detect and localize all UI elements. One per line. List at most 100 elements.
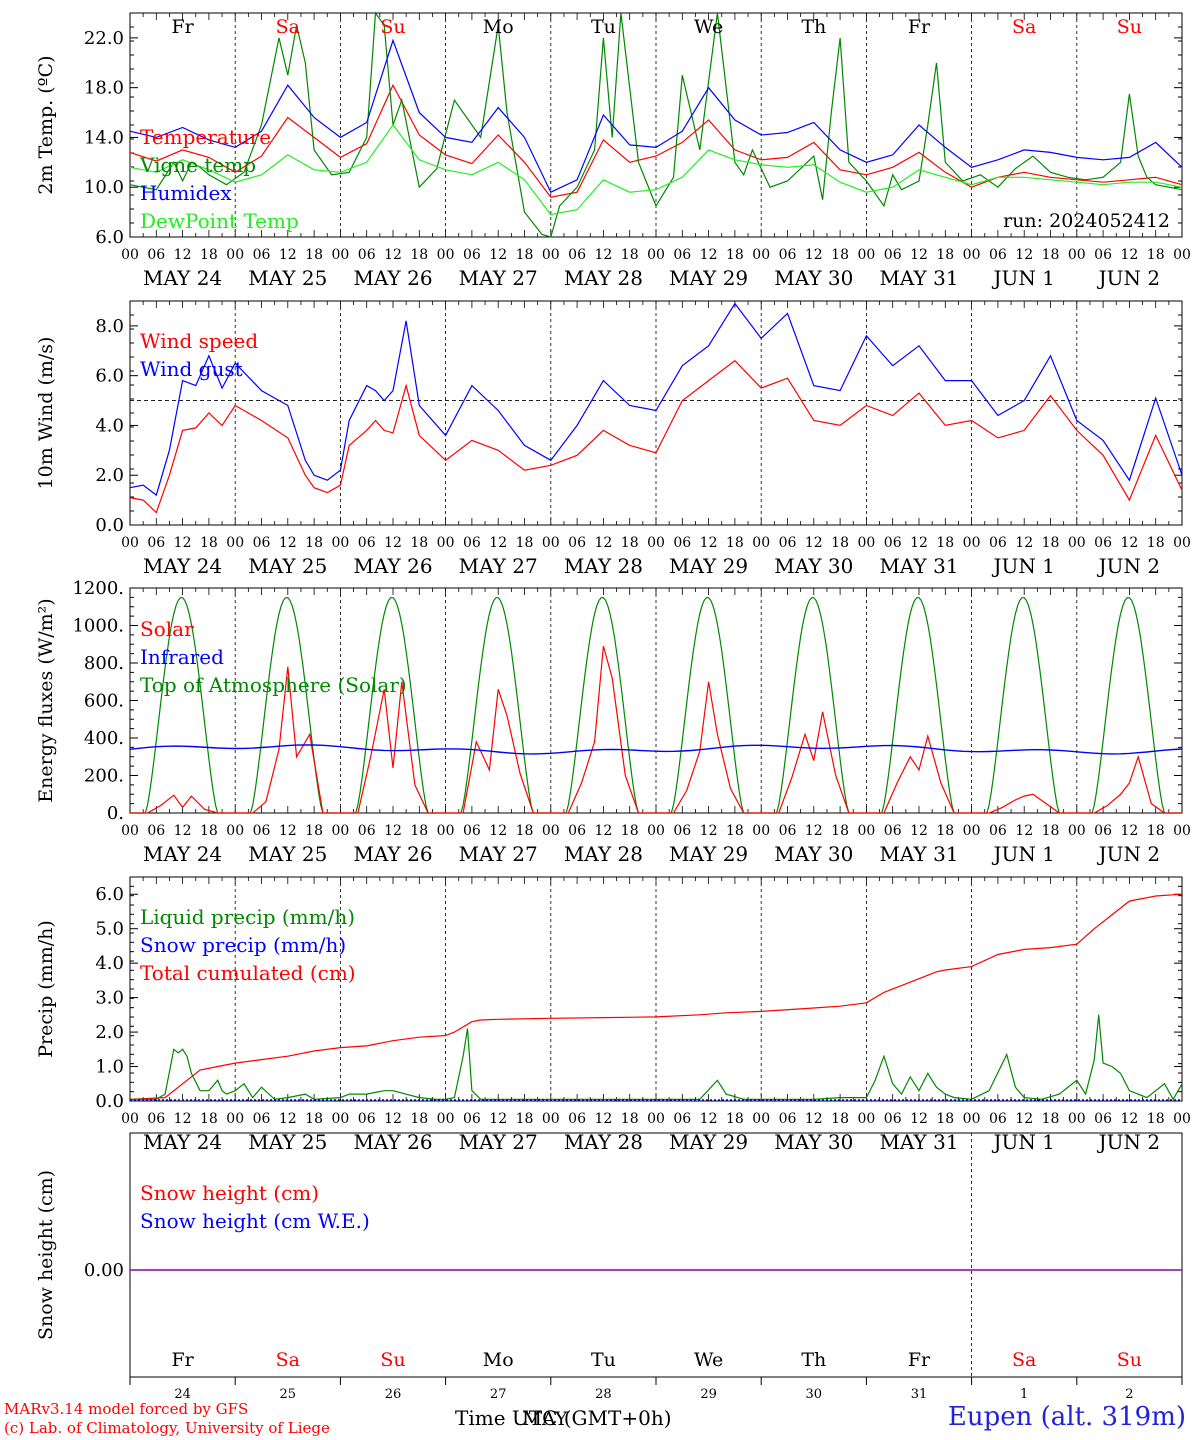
hour-label: 12 xyxy=(594,1111,612,1127)
hour-label: 18 xyxy=(621,1111,639,1127)
date-label: JUN 2 xyxy=(1097,554,1160,578)
hour-label: 00 xyxy=(963,1111,981,1127)
hour-label: 06 xyxy=(1094,823,1112,839)
date-label: JUN 1 xyxy=(991,554,1054,578)
hour-label: 12 xyxy=(700,247,718,263)
hour-label: 18 xyxy=(516,535,534,551)
date-label: MAY 27 xyxy=(459,554,538,578)
y-tick-label: 6.0 xyxy=(95,366,124,387)
date-label: MAY 31 xyxy=(879,1130,958,1154)
y-tick-label: 10.0 xyxy=(84,177,124,198)
hour-label: 18 xyxy=(516,247,534,263)
day-number: 25 xyxy=(280,1387,297,1402)
day-name: Sa xyxy=(1012,1349,1036,1371)
hour-label: 18 xyxy=(831,823,849,839)
day-name: Sa xyxy=(276,16,300,38)
hour-label: 00 xyxy=(963,247,981,263)
hour-label: 12 xyxy=(910,823,928,839)
hour-label: 12 xyxy=(1120,823,1138,839)
hour-label: 00 xyxy=(226,247,244,263)
hour-label: 12 xyxy=(700,1111,718,1127)
hour-label: 18 xyxy=(410,535,428,551)
legend-entry: Wind speed xyxy=(140,329,258,353)
hour-label: 18 xyxy=(410,247,428,263)
legend-entry: Snow precip (mm/h) xyxy=(140,933,346,957)
hour-label: 06 xyxy=(779,247,797,263)
hour-label: 00 xyxy=(752,247,770,263)
series-wind-gust xyxy=(129,302,1183,497)
day-number: 2 xyxy=(1125,1387,1133,1402)
hour-label: 00 xyxy=(331,1111,349,1127)
hour-label: 00 xyxy=(542,247,560,263)
hour-label: 12 xyxy=(910,247,928,263)
hour-label: 00 xyxy=(226,535,244,551)
legend-entry: Top of Atmosphere (Solar) xyxy=(140,673,407,697)
hour-label: 06 xyxy=(884,247,902,263)
hour-label: 12 xyxy=(594,247,612,263)
day-name: Tu xyxy=(591,16,616,38)
legend-entry: Snow height (cm W.E.) xyxy=(140,1209,370,1233)
hour-label: 18 xyxy=(516,1111,534,1127)
legend-entry: Total cumulated (cm) xyxy=(140,961,356,985)
hour-label: 12 xyxy=(1120,1111,1138,1127)
month-label: MAY xyxy=(523,1408,568,1430)
hour-label: 00 xyxy=(1173,823,1191,839)
hour-label: 00 xyxy=(331,247,349,263)
hour-label: 18 xyxy=(305,823,323,839)
hour-label: 06 xyxy=(779,535,797,551)
date-label: JUN 2 xyxy=(1097,1130,1160,1154)
y-tick-label: 2.0 xyxy=(95,1022,124,1043)
series-solar xyxy=(130,645,1182,814)
day-number: 29 xyxy=(700,1387,717,1402)
hour-label: 12 xyxy=(279,1111,297,1127)
hour-label: 00 xyxy=(121,535,139,551)
hour-label: 18 xyxy=(726,535,744,551)
y-tick-label: 6.0 xyxy=(95,227,124,248)
hour-label: 18 xyxy=(936,823,954,839)
hour-label: 00 xyxy=(1173,1111,1191,1127)
series-vigne-temp xyxy=(129,11,1183,238)
hour-label: 06 xyxy=(358,1111,376,1127)
hour-label: 06 xyxy=(568,823,586,839)
date-label: MAY 24 xyxy=(143,842,222,866)
date-label: MAY 26 xyxy=(353,266,432,290)
hour-label: 00 xyxy=(121,1111,139,1127)
date-label: MAY 27 xyxy=(459,842,538,866)
hour-label: 12 xyxy=(1015,1111,1033,1127)
hour-label: 06 xyxy=(253,1111,271,1127)
hour-label: 00 xyxy=(121,823,139,839)
y-tick-label: 14.0 xyxy=(84,127,124,148)
hour-label: 00 xyxy=(226,1111,244,1127)
date-label: MAY 28 xyxy=(564,554,643,578)
legend-entry: DewPoint Temp xyxy=(140,209,299,233)
day-name: Sa xyxy=(276,1349,300,1371)
date-label: MAY 24 xyxy=(143,266,222,290)
legend-entry: Temperature xyxy=(140,125,271,149)
day-number: 24 xyxy=(174,1387,191,1402)
hour-label: 12 xyxy=(594,823,612,839)
legend-entry: Humidex xyxy=(140,181,232,205)
date-label: MAY 25 xyxy=(248,1130,327,1154)
hour-label: 06 xyxy=(673,1111,691,1127)
date-label: MAY 31 xyxy=(879,554,958,578)
hour-label: 00 xyxy=(647,1111,665,1127)
y-tick-label: 0.00 xyxy=(84,1260,124,1281)
y-tick-label: 6.0 xyxy=(95,884,124,905)
hour-label: 00 xyxy=(542,1111,560,1127)
hour-label: 06 xyxy=(147,247,165,263)
date-label: JUN 2 xyxy=(1097,842,1160,866)
hour-label: 00 xyxy=(1173,535,1191,551)
hour-label: 00 xyxy=(857,247,875,263)
hour-label: 06 xyxy=(989,823,1007,839)
y-tick-label: 2.0 xyxy=(95,465,124,486)
hour-label: 18 xyxy=(1147,247,1165,263)
date-label: MAY 26 xyxy=(353,842,432,866)
date-label: MAY 25 xyxy=(248,554,327,578)
hour-label: 06 xyxy=(147,823,165,839)
hour-label: 18 xyxy=(621,535,639,551)
hour-label: 12 xyxy=(700,823,718,839)
hour-label: 00 xyxy=(331,823,349,839)
hour-label: 18 xyxy=(831,1111,849,1127)
hour-label: 18 xyxy=(200,535,218,551)
hour-label: 18 xyxy=(305,247,323,263)
